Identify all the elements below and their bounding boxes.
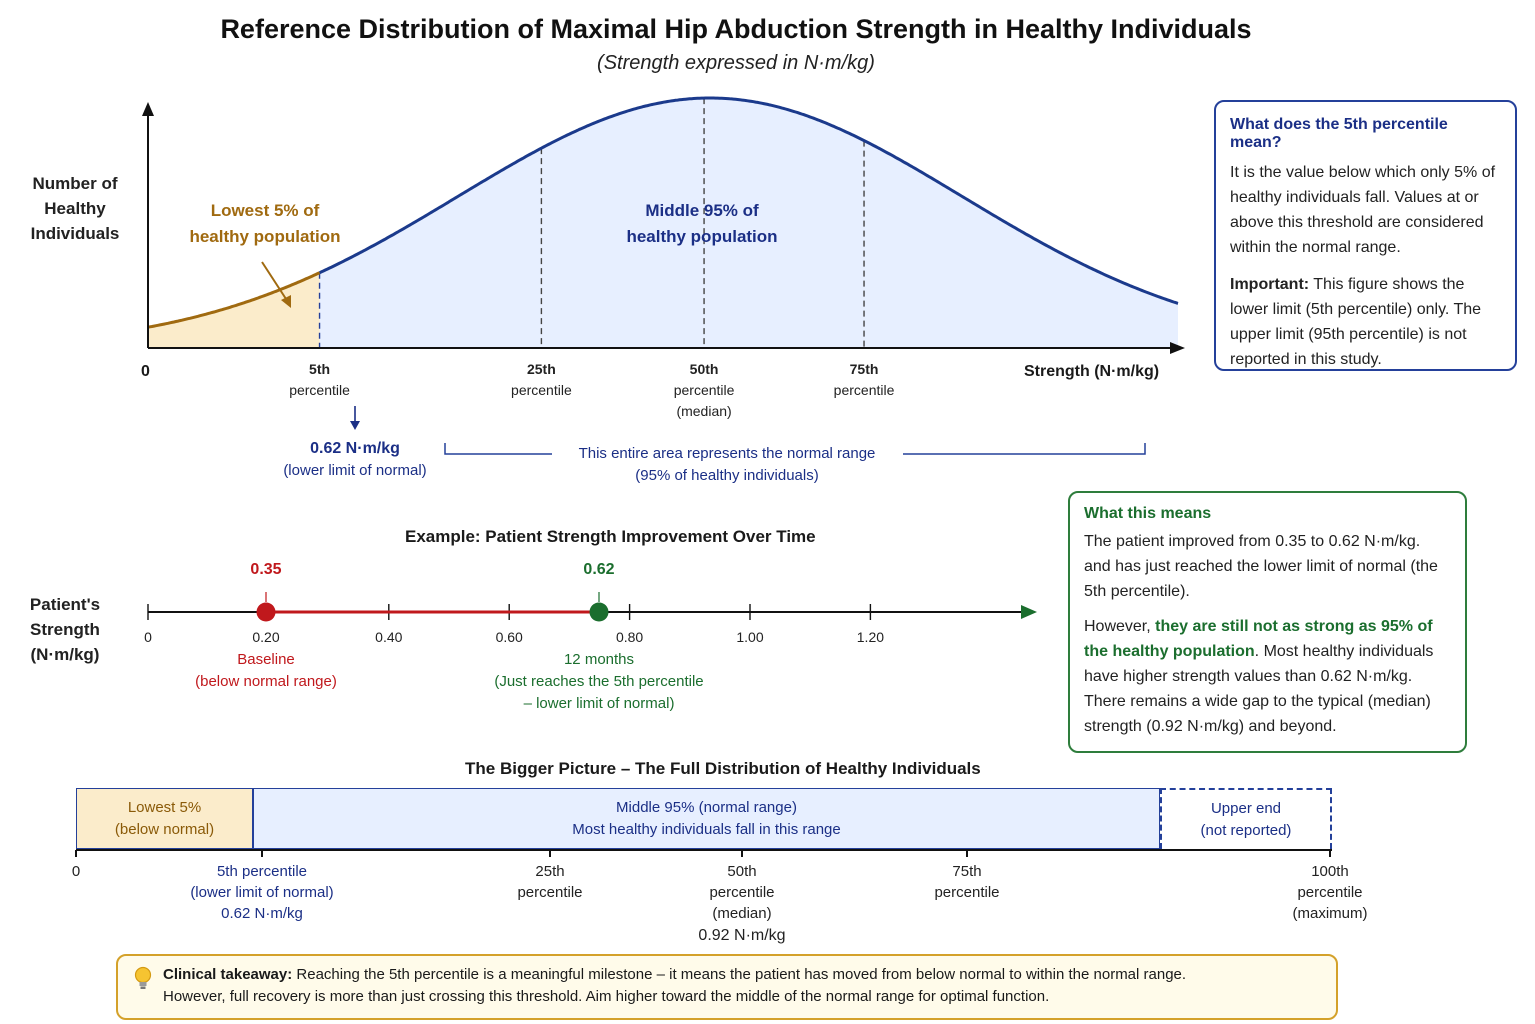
lowest-pointer-arrow (261, 261, 289, 303)
x-axis-origin-label: 0 (141, 363, 150, 380)
x-axis-arrow (1170, 342, 1185, 354)
x-axis-label: Strength (N·m/kg) (1024, 363, 1160, 380)
timeline-tick-label-3: 0.60 (495, 629, 523, 645)
lower-limit-arrow (350, 406, 360, 430)
timeline-tick-label-4: 0.80 (615, 629, 644, 645)
bar-tick-mark-1 (261, 850, 263, 857)
example-y-label: Patient's Strength (N·m/kg) (29, 595, 101, 664)
info-box-important: Important: This figure shows the lower l… (1230, 276, 1482, 368)
takeaway-text: Clinical takeaway: Reaching the 5th perc… (163, 966, 1187, 1005)
middle-region-area (319, 98, 1179, 348)
bar-segment-1: Middle 95% (normal range) Most healthy in… (253, 788, 1160, 849)
what-this-means-box: What this means The patient improved fro… (1068, 491, 1467, 753)
timeline-arrow (1021, 605, 1037, 619)
info-box-heading: What does the 5th percentile mean? (1230, 116, 1448, 151)
percentile-label-25: 25th percentile (511, 361, 572, 398)
timeline-point-caption-0: Baseline (below normal range) (195, 651, 337, 690)
normal-range-text: This entire area represents the normal r… (578, 445, 876, 484)
means-box-highlight: they are still not as strong as 95% of t… (1084, 618, 1433, 660)
bar-tick-label-4: 75th percentile (934, 863, 1000, 901)
distribution-curve (318, 96, 1179, 305)
timeline-tick-label-1: 0.20 (252, 629, 280, 645)
distribution-chart (142, 96, 1185, 354)
distribution-y-label: Number of Healthy Individuals (30, 174, 120, 243)
y-axis-arrow (142, 102, 154, 116)
timeline-tick-label-2: 0.40 (375, 629, 403, 645)
percentile-label-5: 5th percentile (289, 361, 350, 398)
percentile-label-75: 75th percentile (833, 361, 895, 398)
lower-limit-value: 0.62 N·m/kg (310, 440, 400, 457)
bar-tick-label-0: 0 (71, 863, 81, 880)
percentile-label-50: 50th percentile (median) (673, 361, 735, 419)
bar-tick-mark-4 (966, 850, 968, 857)
info-box-body: It is the value below which only 5% of h… (1230, 164, 1496, 256)
bar-segment-0: Lowest 5% (below normal) (76, 788, 253, 849)
clinical-takeaway-box: Clinical takeaway: Reaching the 5th perc… (116, 954, 1338, 1020)
percentile-lines (318, 98, 865, 348)
bar-tick-mark-0 (75, 850, 77, 857)
chart-subtitle: (Strength expressed in N·m/kg) (597, 52, 875, 74)
lower-limit-note: (lower limit of normal) (283, 462, 427, 479)
lowest-pointer-arrowhead (281, 295, 291, 308)
lightbulb-icon (134, 966, 152, 989)
bar-segment-2: Upper end (not reported) (1160, 788, 1332, 849)
example-title: Example: Patient Strength Improvement Ov… (405, 527, 816, 546)
lowest-region-label: Lowest 5% of healthy population (189, 201, 341, 246)
timeline-points (256, 592, 609, 622)
bar-tick-mark-5 (1329, 850, 1331, 857)
patient-timeline (147, 592, 1037, 622)
bar-tick-label-5: 100th percentile (maximum) (1292, 863, 1368, 922)
middle-region-label: Middle 95% of healthy population (626, 201, 778, 246)
bar-axis (76, 849, 1332, 851)
lowest-region-curve (147, 271, 321, 329)
means-box-heading: What this means (1084, 505, 1212, 522)
chart-title: Reference Distribution of Maximal Hip Ab… (220, 14, 1252, 44)
timeline-point-value-1: 0.62 (583, 561, 615, 578)
percentile-info-box: What does the 5th percentile mean? It is… (1214, 100, 1517, 371)
lower-limit-callout: 0.62 N·m/kg (lower limit of normal) (255, 438, 455, 482)
bar-tick-label-3: 50th percentile (median) 0.92 N·m/kg (698, 863, 786, 944)
timeline-point-caption-1: 12 months (Just reaches the 5th percentil… (494, 651, 704, 712)
bar-tick-mark-3 (741, 850, 743, 857)
means-box-para2: However, they are still not as strong as… (1084, 618, 1434, 735)
timeline-point-value-0: 0.35 (250, 561, 282, 578)
timeline-tick-label-0: 0 (144, 629, 152, 645)
bigger-picture-title: The Bigger Picture – The Full Distributi… (465, 759, 981, 778)
timeline-tick-label-6: 1.20 (856, 629, 885, 645)
bar-tick-label-1: 5th percentile (lower limit of normal) 0.6… (190, 863, 334, 922)
timeline-point-0 (256, 602, 276, 622)
means-box-para1: The patient improved from 0.35 to 0.62 N… (1084, 533, 1438, 600)
normal-range-bracket (444, 443, 1146, 455)
timeline-tick-label-5: 1.00 (736, 629, 764, 645)
bar-tick-label-2: 25th percentile (517, 863, 583, 901)
timeline-point-1 (589, 602, 609, 622)
bar-tick-mark-2 (549, 850, 551, 857)
